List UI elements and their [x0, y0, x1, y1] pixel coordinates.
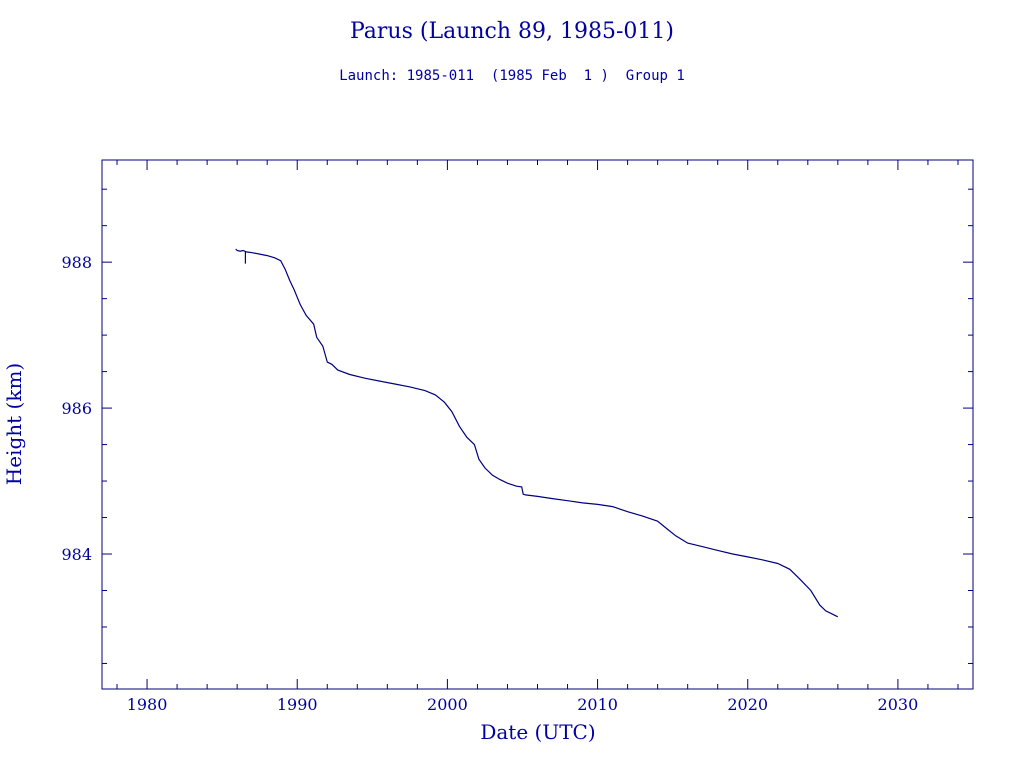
y-tick-label: 984 [61, 545, 92, 564]
x-tick-labels: 1980 1990 2000 2010 2020 2030 [127, 695, 919, 714]
y-tick-label: 988 [61, 253, 92, 272]
chart-title: Parus (Launch 89, 1985-011) [350, 19, 674, 44]
y-axis-label: Height (km) [2, 363, 26, 485]
y-tick-labels: 984 986 988 [61, 253, 92, 564]
x-tick-label: 2030 [878, 695, 919, 714]
plot-frame [101, 159, 974, 690]
x-tick-label: 2000 [427, 695, 468, 714]
x-tick-label: 1990 [277, 695, 318, 714]
height-series-line [235, 248, 839, 618]
x-tick-label: 2010 [577, 695, 618, 714]
y-tick-label: 986 [61, 399, 92, 418]
chart-subtitle: Launch: 1985-011 (1985 Feb 1 ) Group 1 [339, 68, 685, 84]
x-tick-label: 2020 [727, 695, 768, 714]
x-axis-label: Date (UTC) [480, 720, 595, 744]
x-tick-label: 1980 [127, 695, 168, 714]
axis-ticks [102, 160, 973, 689]
